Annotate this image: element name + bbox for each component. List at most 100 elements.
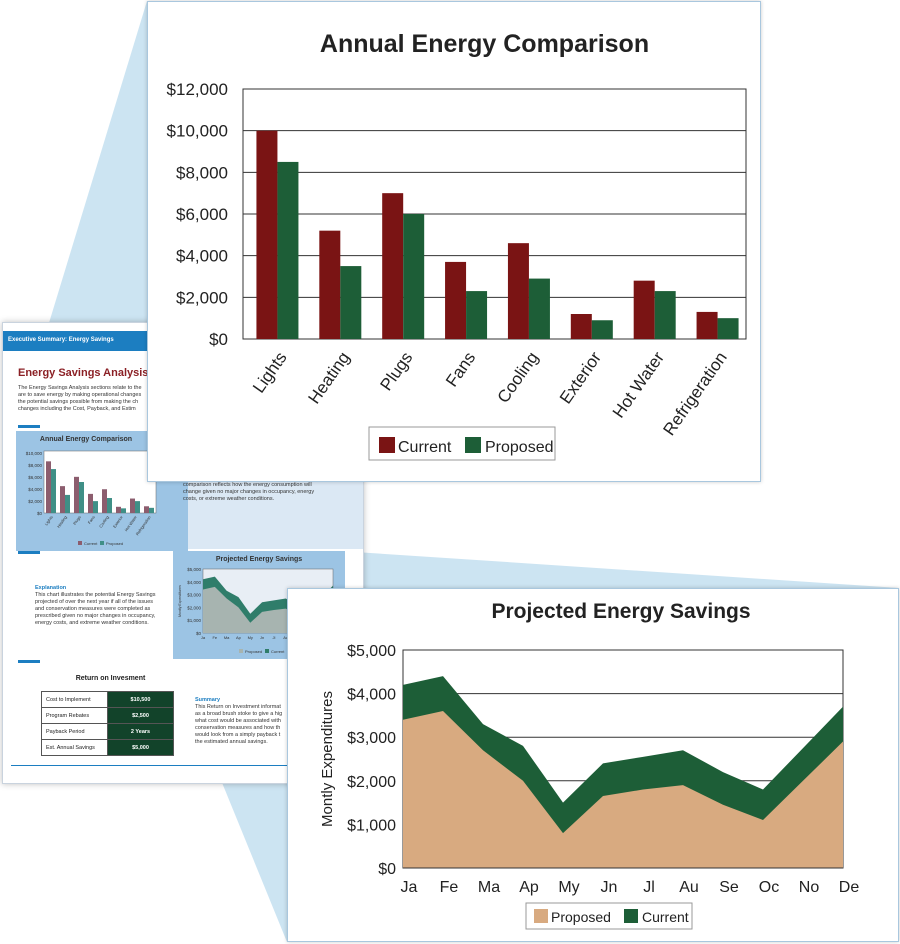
mini-x-tick: Jn bbox=[260, 635, 264, 640]
mini-legend-swatch bbox=[78, 541, 82, 545]
chart-legend: Proposed Current bbox=[525, 902, 693, 930]
table-row: Payback Period 2 Years bbox=[41, 723, 174, 740]
mini-legend-swatch bbox=[265, 649, 269, 653]
report-header-text: Executive Summary: Energy Savings bbox=[8, 337, 114, 343]
mini-y-axis-label: Montly Expenditures bbox=[178, 585, 182, 617]
x-tick-label: Ja bbox=[401, 879, 418, 896]
mini-x-tick: Au bbox=[283, 635, 288, 640]
x-tick-label: No bbox=[799, 879, 820, 896]
legend-label-current: Current bbox=[642, 909, 689, 925]
x-tick-label: My bbox=[558, 879, 579, 896]
x-tick-label: Exterior bbox=[556, 348, 605, 407]
bar-current bbox=[256, 130, 278, 339]
bar-current bbox=[570, 314, 592, 339]
chart-title: Annual Energy Comparison bbox=[320, 30, 649, 58]
mini-bar bbox=[93, 501, 98, 513]
mini-x-tick: Fe bbox=[212, 635, 217, 640]
legend-swatch-current bbox=[624, 909, 638, 923]
bar-proposed bbox=[340, 266, 362, 339]
mini-legend-label: Proposed bbox=[245, 649, 262, 654]
y-tick-label: $0 bbox=[209, 330, 228, 349]
footer-rule bbox=[11, 765, 361, 766]
legend-swatch-current bbox=[379, 437, 395, 453]
legend-swatch-proposed bbox=[465, 437, 481, 453]
mini-bar bbox=[74, 476, 79, 513]
annual-energy-chart-panel: Annual Energy Comparison $0 $2,000 $4,000 $6… bbox=[147, 1, 761, 482]
x-tick-label: Ma bbox=[478, 879, 500, 896]
x-tick-label: Ap bbox=[519, 879, 539, 896]
mini-bar bbox=[135, 501, 140, 513]
roi-value: $10,500 bbox=[107, 691, 174, 708]
projected-savings-chart-panel: Projected Energy Savings $0 $1,000 $2,000 $3… bbox=[287, 588, 899, 942]
x-tick-label: De bbox=[839, 879, 860, 896]
y-tick-label: $6,000 bbox=[176, 205, 228, 224]
legend-box bbox=[525, 902, 693, 930]
y-tick-label: $4,000 bbox=[176, 247, 228, 266]
mini-x-tick: Fans bbox=[87, 515, 96, 525]
legend-label-current: Current bbox=[398, 439, 452, 456]
mini-bar bbox=[107, 498, 112, 513]
y-tick-label: $5,000 bbox=[347, 643, 396, 660]
report-intro: The Energy Savings Analysis sections rel… bbox=[18, 385, 142, 412]
legend-label-proposed: Proposed bbox=[485, 439, 554, 456]
mini-x-tick: Cooling bbox=[98, 515, 110, 529]
bar-proposed bbox=[277, 161, 299, 339]
mini-x-tick: Ap bbox=[236, 635, 242, 640]
mini-bar bbox=[79, 482, 84, 513]
mini-bar bbox=[65, 494, 70, 513]
y-axis-label: Montly Expenditures bbox=[319, 691, 336, 827]
roi-label: Program Rebates bbox=[41, 707, 108, 724]
y-tick-label: $8,000 bbox=[176, 163, 228, 182]
section-accent bbox=[18, 551, 40, 554]
mini-x-tick: Jl bbox=[272, 635, 275, 640]
mini-y-tick: $2,000 bbox=[187, 605, 201, 610]
section-accent bbox=[18, 425, 40, 428]
y-tick-label: $4,000 bbox=[347, 687, 396, 704]
roi-heading: Return on Invesment bbox=[75, 675, 146, 682]
roi-value: $5,000 bbox=[107, 739, 174, 756]
x-tick-label: Fans bbox=[442, 348, 479, 390]
bar-proposed bbox=[403, 214, 425, 339]
bar-current bbox=[633, 280, 655, 339]
roi-label: Cost to Implement bbox=[41, 691, 108, 708]
mini-legend-label: Current bbox=[84, 541, 98, 546]
summary-heading: Summary bbox=[195, 697, 221, 703]
bar-current bbox=[319, 230, 341, 339]
mini-bar bbox=[88, 493, 93, 513]
y-tick-label: $10,000 bbox=[167, 122, 228, 141]
mini-bar bbox=[46, 461, 51, 513]
mini-legend-label: Current bbox=[271, 649, 285, 654]
mini-x-tick: Exterior bbox=[112, 514, 124, 529]
mini-bar bbox=[51, 469, 56, 513]
y-tick-label: $12,000 bbox=[167, 80, 228, 99]
x-tick-label: Au bbox=[679, 879, 699, 896]
mini-x-tick: Plugs bbox=[72, 515, 82, 526]
projected-savings-chart: Projected Energy Savings $0 $1,000 $2,000 $3… bbox=[319, 600, 860, 930]
mini-y-tick: $5,000 bbox=[187, 567, 201, 572]
x-tick-label: Lights bbox=[249, 348, 291, 396]
mini-bar bbox=[121, 508, 126, 513]
report-title: Energy Savings Analysis bbox=[18, 367, 149, 379]
mini-bar bbox=[60, 486, 65, 513]
mini-x-tick: Hot Water bbox=[123, 514, 138, 532]
y-tick-label: $2,000 bbox=[347, 774, 396, 791]
mini-x-tick: Heating bbox=[56, 515, 68, 529]
table-row: Cost to Implement $10,500 bbox=[41, 691, 174, 708]
y-tick-label: $1,000 bbox=[347, 817, 396, 834]
bar-proposed bbox=[654, 291, 676, 339]
explanation-text: This chart illustrates the potential Ene… bbox=[35, 592, 156, 626]
bar-proposed bbox=[466, 291, 488, 339]
x-tick-label: Heating bbox=[304, 348, 353, 407]
x-tick-label: Oc bbox=[759, 879, 779, 896]
bar-current bbox=[507, 243, 529, 339]
y-tick-label: $2,000 bbox=[176, 288, 228, 307]
mini-y-tick: $1,000 bbox=[187, 618, 201, 623]
mini-x-tick: Lights bbox=[44, 515, 54, 527]
roi-label: Payback Period bbox=[41, 723, 108, 740]
x-tick-label: Jn bbox=[601, 879, 618, 896]
mini-y-tick: $3,000 bbox=[187, 593, 201, 598]
roi-table: Cost to Implement $10,500 Program Rebates… bbox=[41, 691, 174, 756]
x-tick-label: Plugs bbox=[377, 348, 417, 394]
bar-current bbox=[696, 311, 718, 339]
